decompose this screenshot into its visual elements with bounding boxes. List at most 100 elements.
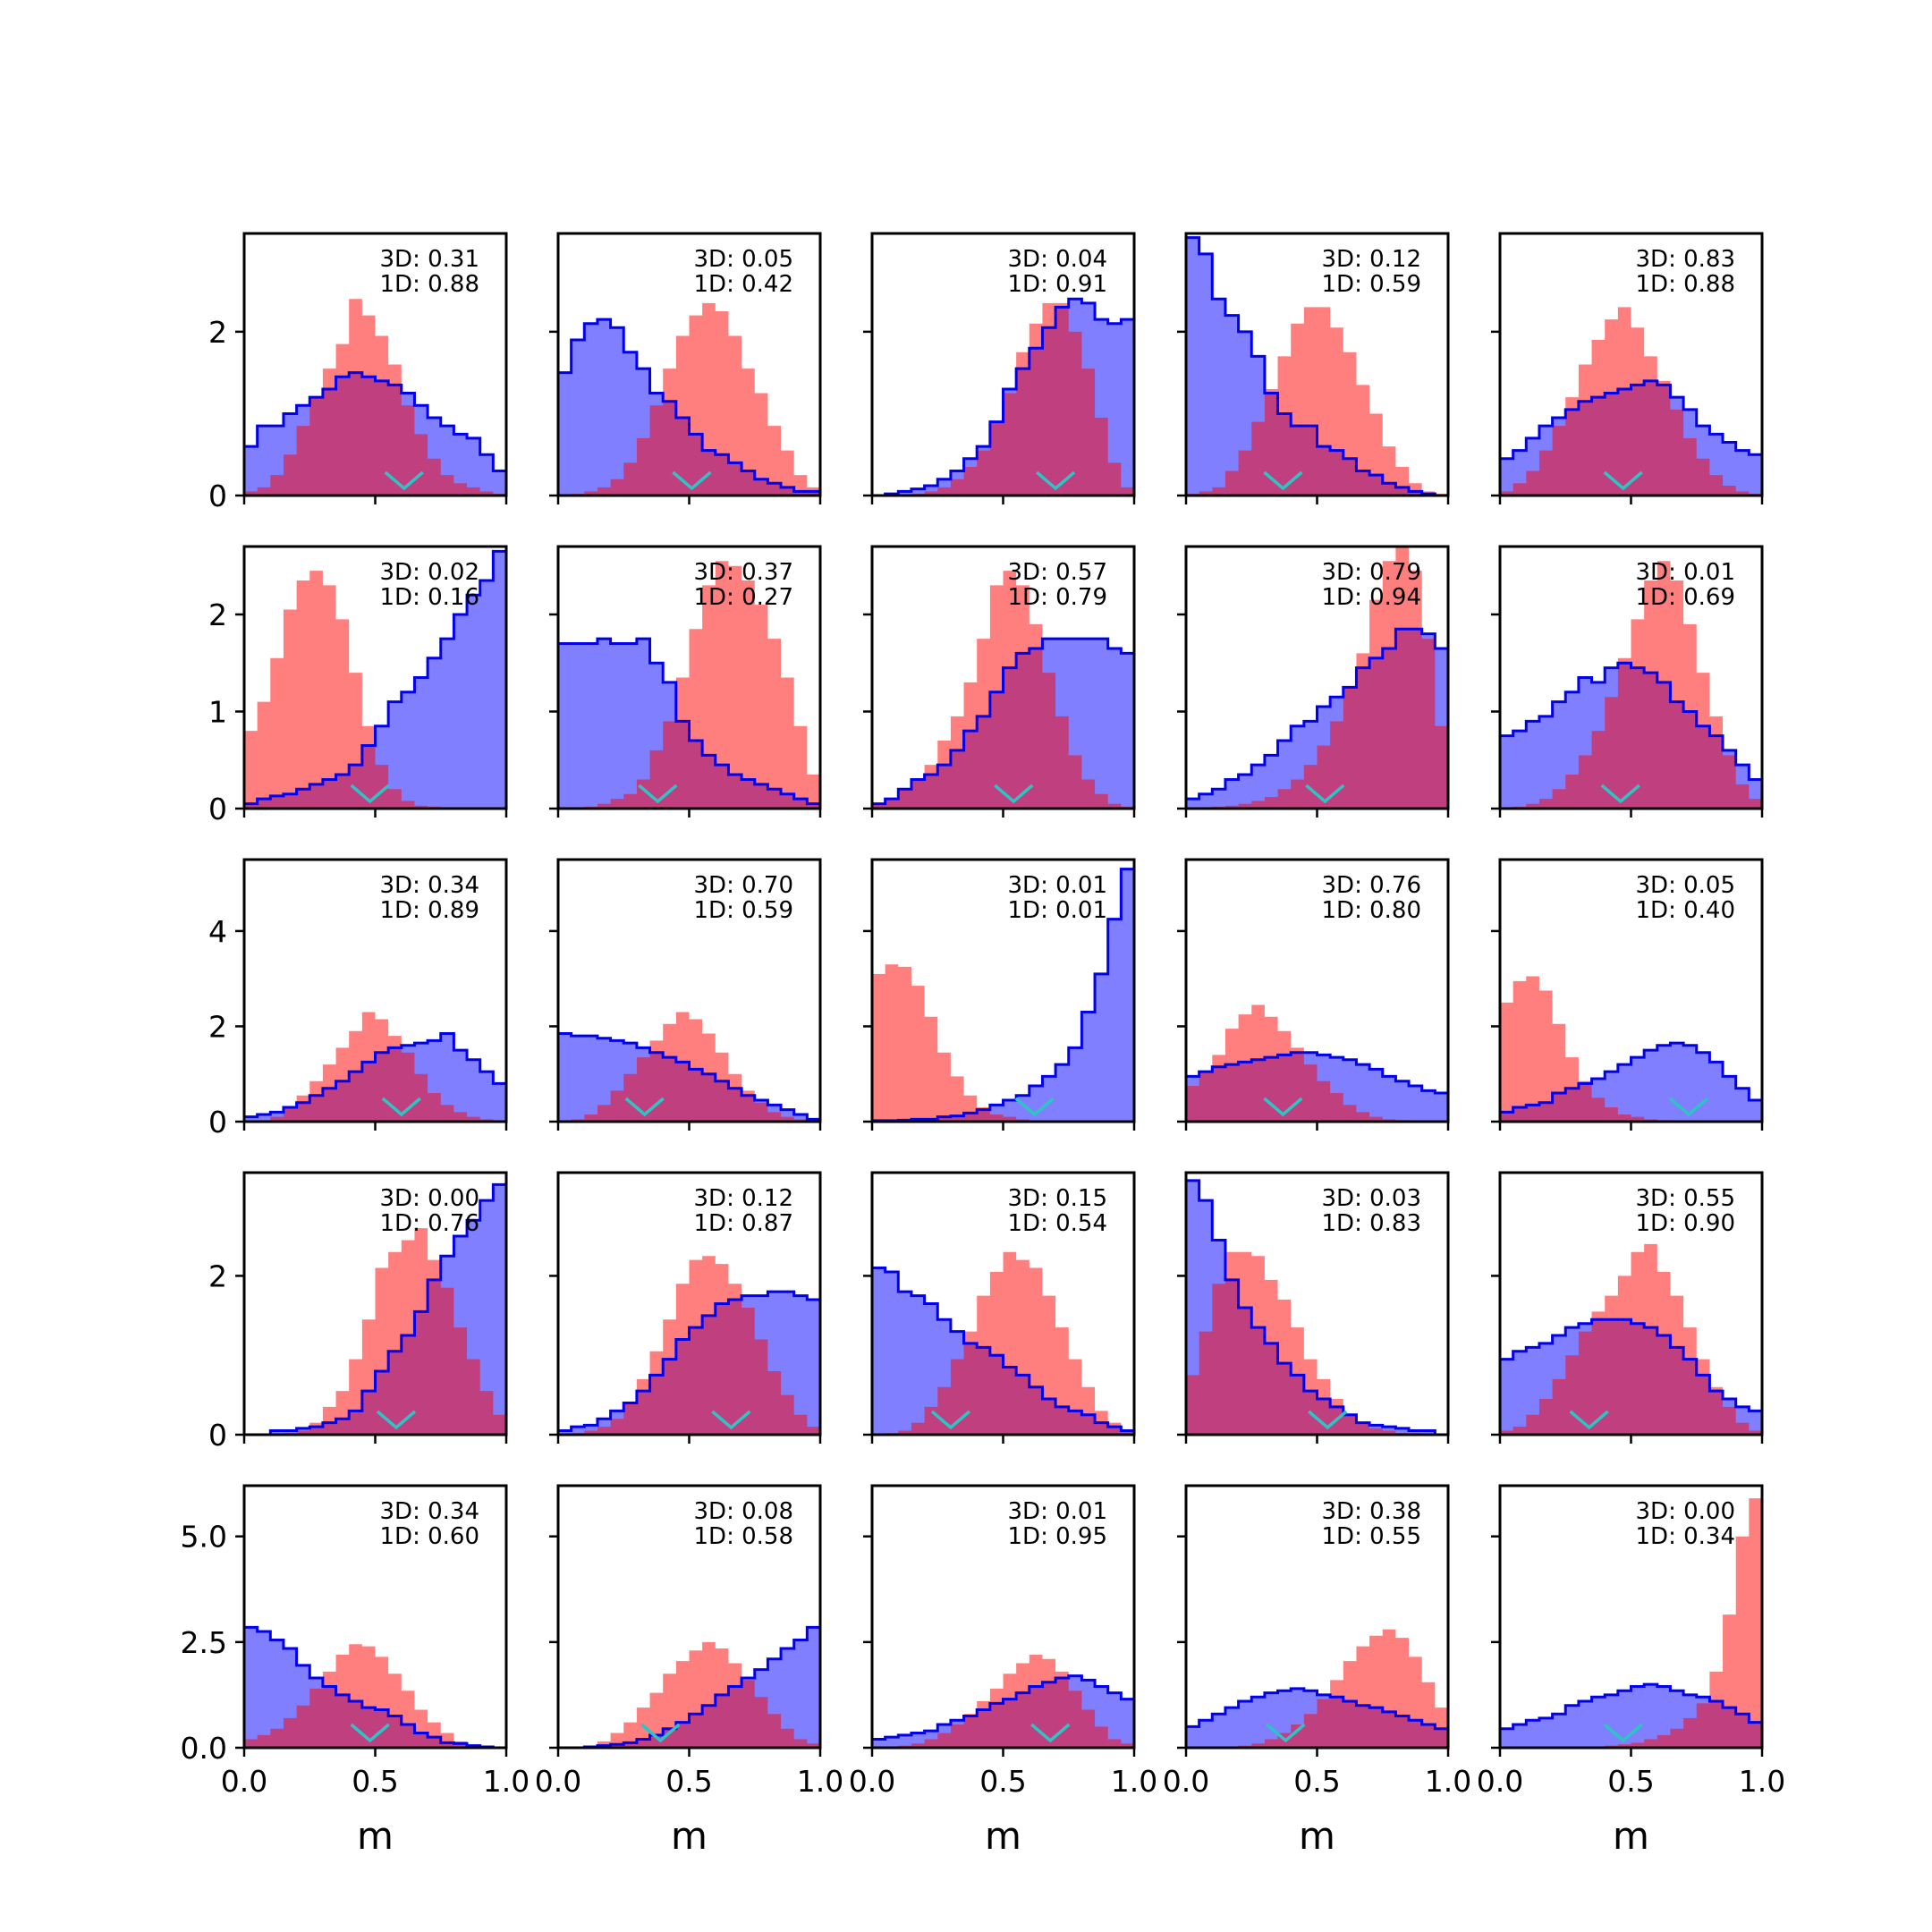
value-marker bbox=[1035, 470, 1076, 491]
x-axis-label: m bbox=[357, 1814, 394, 1858]
label-3d: 3D: 0.01 bbox=[1636, 559, 1735, 586]
panel-plot-area bbox=[1500, 976, 1762, 1122]
label-3d: 3D: 0.05 bbox=[694, 246, 793, 273]
label-3d: 3D: 0.12 bbox=[694, 1185, 793, 1212]
blue-hist-outline bbox=[1500, 1318, 1762, 1412]
red-hist-fill bbox=[244, 571, 506, 809]
value-marker bbox=[381, 1097, 421, 1117]
panel-plot-area bbox=[872, 571, 1134, 809]
x-tick-label: 0.5 bbox=[1607, 1764, 1654, 1799]
label-1d: 1D: 0.54 bbox=[1008, 1210, 1107, 1237]
label-1d: 1D: 0.60 bbox=[380, 1523, 479, 1550]
x-tick-label: 0.5 bbox=[665, 1764, 712, 1799]
x-axis-label: m bbox=[985, 1814, 1021, 1858]
label-3d: 3D: 0.01 bbox=[1008, 1498, 1107, 1525]
label-1d: 1D: 0.83 bbox=[1322, 1210, 1421, 1237]
x-tick-label: 0.0 bbox=[535, 1764, 581, 1799]
x-tick-label: 0.5 bbox=[979, 1764, 1026, 1799]
value-marker bbox=[1030, 1723, 1071, 1743]
label-3d: 3D: 0.00 bbox=[380, 1185, 479, 1212]
red-hist-fill bbox=[872, 1251, 1134, 1435]
red-hist-fill bbox=[1500, 561, 1762, 809]
label-3d: 3D: 0.37 bbox=[694, 559, 793, 586]
label-1d: 1D: 0.58 bbox=[694, 1523, 793, 1550]
blue-hist-outline bbox=[558, 1290, 820, 1433]
panel-plot-area bbox=[1500, 1243, 1762, 1435]
value-marker bbox=[930, 1410, 971, 1430]
blue-hist-outline bbox=[244, 549, 506, 806]
label-3d: 3D: 0.38 bbox=[1322, 1498, 1421, 1525]
value-marker bbox=[711, 1410, 751, 1430]
label-3d: 3D: 0.01 bbox=[1008, 872, 1107, 899]
y-tick-label: 2.5 bbox=[181, 1625, 227, 1660]
label-1d: 1D: 0.79 bbox=[1008, 584, 1107, 611]
y-tick-label: 0 bbox=[208, 479, 227, 513]
label-1d: 1D: 0.89 bbox=[380, 897, 479, 924]
label-3d: 3D: 0.05 bbox=[1636, 872, 1735, 899]
label-1d: 1D: 0.94 bbox=[1322, 584, 1421, 611]
label-3d: 3D: 0.00 bbox=[1636, 1498, 1735, 1525]
label-3d: 3D: 0.04 bbox=[1008, 246, 1107, 273]
label-3d: 3D: 0.57 bbox=[1008, 559, 1107, 586]
label-3d: 3D: 0.70 bbox=[694, 872, 793, 899]
blue-hist-fill bbox=[244, 551, 506, 809]
y-tick-label: 4 bbox=[208, 914, 227, 949]
value-marker bbox=[1266, 1723, 1306, 1743]
red-hist-fill bbox=[1500, 1243, 1762, 1435]
value-marker bbox=[1603, 1723, 1643, 1743]
label-1d: 1D: 0.01 bbox=[1008, 897, 1107, 924]
blue-hist-outline bbox=[1500, 1682, 1762, 1731]
panel-plot-area bbox=[1186, 547, 1448, 809]
blue-hist-outline bbox=[558, 1031, 820, 1121]
panel-plot-area bbox=[244, 1182, 506, 1435]
x-tick-label: 0.0 bbox=[1163, 1764, 1209, 1799]
label-3d: 3D: 0.55 bbox=[1636, 1185, 1735, 1212]
label-1d: 1D: 0.87 bbox=[694, 1210, 793, 1237]
red-hist-fill bbox=[872, 964, 1134, 1122]
panel-plot-area bbox=[558, 1012, 820, 1122]
y-tick-label: 2 bbox=[208, 315, 227, 350]
red-hist-fill bbox=[1186, 547, 1448, 809]
y-tick-label: 2 bbox=[208, 1009, 227, 1044]
panel-plot-area bbox=[872, 1251, 1134, 1435]
red-hist-fill bbox=[558, 561, 820, 809]
value-marker bbox=[1668, 1097, 1709, 1117]
blue-hist-outline bbox=[1500, 1041, 1762, 1114]
y-tick-label: 5.0 bbox=[181, 1520, 227, 1555]
x-tick-label: 0.5 bbox=[352, 1764, 398, 1799]
panel-plot-area bbox=[1186, 1004, 1448, 1122]
x-tick-label: 0.0 bbox=[221, 1764, 267, 1799]
x-tick-label: 1.0 bbox=[1425, 1764, 1471, 1799]
x-axis-label: m bbox=[671, 1814, 708, 1858]
label-1d: 1D: 0.55 bbox=[1322, 1523, 1421, 1550]
blue-hist-outline bbox=[1186, 627, 1448, 801]
panel-plot-area bbox=[1500, 307, 1762, 496]
blue-hist-outline bbox=[1186, 236, 1448, 496]
blue-hist-outline bbox=[558, 318, 820, 493]
label-1d: 1D: 0.42 bbox=[694, 271, 793, 298]
y-tick-label: 0 bbox=[208, 792, 227, 826]
panel-plot-area bbox=[872, 1655, 1134, 1748]
blue-hist-outline bbox=[1186, 1051, 1448, 1095]
blue-hist-outline bbox=[1500, 379, 1762, 461]
value-marker bbox=[376, 1410, 417, 1430]
value-marker bbox=[1603, 470, 1643, 491]
red-hist-fill bbox=[558, 1256, 820, 1435]
x-tick-label: 1.0 bbox=[797, 1764, 843, 1799]
red-hist-fill bbox=[244, 299, 506, 496]
label-3d: 3D: 0.08 bbox=[694, 1498, 793, 1525]
panel-plot-area bbox=[558, 302, 820, 496]
red-hist-fill bbox=[558, 302, 820, 496]
panel-plot-area bbox=[244, 549, 506, 809]
label-3d: 3D: 0.83 bbox=[1636, 246, 1735, 273]
